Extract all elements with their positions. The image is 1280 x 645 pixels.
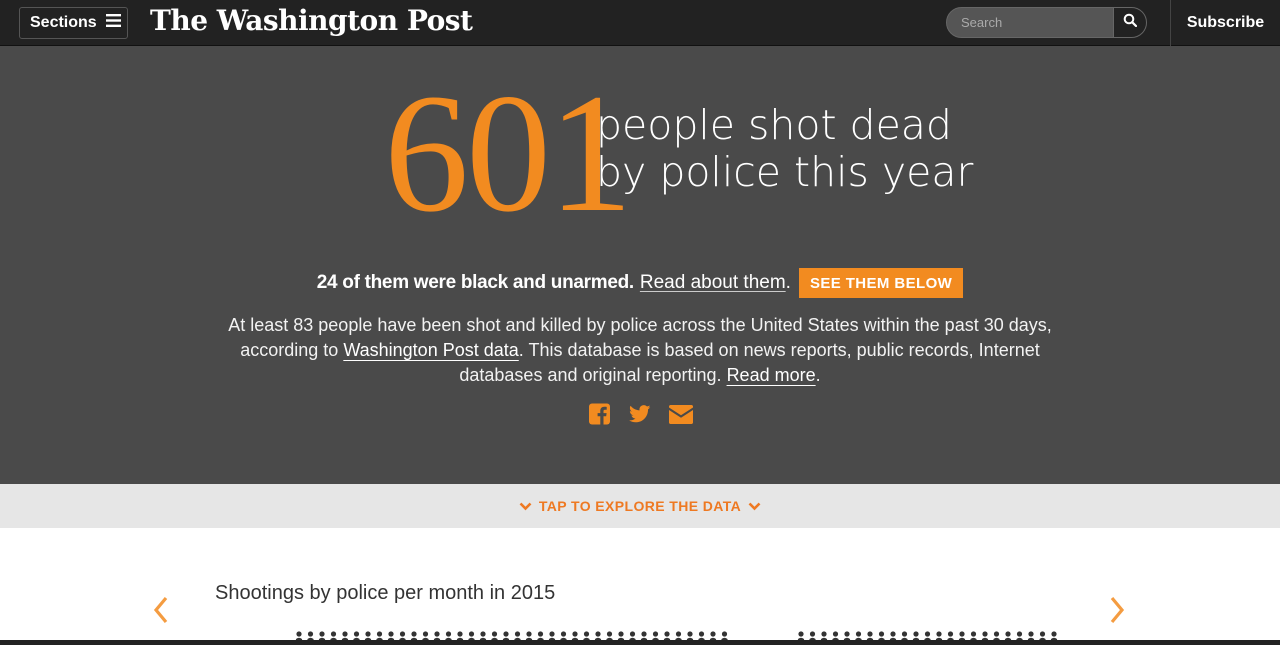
monthly-chart-section: Shootings by police per month in 2015 [0, 528, 1280, 645]
database-description: At least 83 people have been shot and ki… [200, 313, 1080, 388]
hamburger-menu-icon [105, 14, 121, 32]
see-them-below-button[interactable]: SEE THEM BELOW [798, 268, 964, 298]
facebook-icon[interactable] [589, 403, 610, 425]
search-icon [1123, 13, 1138, 32]
unarmed-stat: 24 of them were black and unarmed. [316, 272, 634, 293]
chevron-down-icon [519, 502, 532, 511]
explore-data-toggle[interactable]: TAP TO EXPLORE THE DATA [0, 484, 1280, 528]
bottom-strip [0, 640, 1280, 645]
search-input[interactable] [947, 8, 1113, 37]
description-text-1: At least 83 people have been shot and ki… [228, 315, 1052, 360]
unarmed-summary: 24 of them were black and unarmed. Read … [0, 268, 1280, 298]
hero-caption-line-2: by police this year [596, 148, 974, 196]
chevron-left-icon[interactable] [152, 596, 170, 629]
hero-caption: people shot dead by police this year [596, 102, 973, 196]
chevron-down-icon [748, 502, 761, 511]
washington-post-logo[interactable]: The Washington Post [150, 4, 473, 37]
hero-caption-line-1: people shot dead [596, 101, 952, 149]
sections-button[interactable]: Sections [19, 7, 128, 39]
explore-data-label: TAP TO EXPLORE THE DATA [538, 498, 742, 514]
sections-label: Sections [30, 14, 97, 31]
nav-divider [1170, 0, 1171, 46]
email-icon[interactable] [669, 404, 693, 424]
description-text-3: . [815, 365, 821, 385]
search-button[interactable] [1113, 8, 1146, 37]
social-share-icons [589, 400, 693, 428]
twitter-icon[interactable] [628, 405, 651, 423]
description-text-2: . This database is based on news reports… [459, 340, 1040, 385]
chevron-right-icon[interactable] [1108, 596, 1126, 629]
washington-post-data-link[interactable]: Washington Post data [343, 340, 519, 360]
read-more-link[interactable]: Read more [726, 365, 816, 385]
unarmed-period: . [785, 272, 791, 293]
hero-count: 601 [384, 59, 633, 247]
search-box [946, 7, 1147, 38]
read-about-them-link[interactable]: Read about them [639, 272, 786, 293]
top-navigation: Sections The Washington Post Subscribe [0, 0, 1280, 46]
subscribe-link[interactable]: Subscribe [1186, 14, 1265, 31]
chart-title: Shootings by police per month in 2015 [215, 582, 556, 604]
